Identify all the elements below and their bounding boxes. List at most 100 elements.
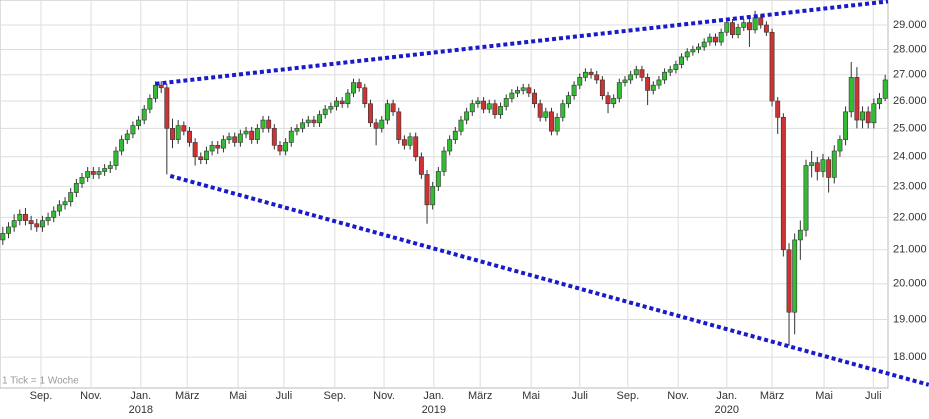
x-tick-label: März <box>760 390 784 402</box>
candle-body <box>769 31 775 102</box>
candle-body <box>0 233 6 241</box>
candle-body <box>543 111 549 118</box>
candle-body <box>498 106 504 115</box>
candle-body <box>656 79 662 86</box>
candle-body <box>119 139 125 152</box>
candle-body <box>260 119 266 129</box>
y-tick-label: 28.000 <box>893 43 927 55</box>
candle-body <box>803 165 809 231</box>
candle-body <box>486 103 492 110</box>
candle-body <box>407 136 413 146</box>
candle-body <box>28 220 34 225</box>
y-tick-label: 27.000 <box>893 69 927 81</box>
candle-body <box>746 22 752 31</box>
candle-body <box>6 226 11 234</box>
x-tick-label: Sep. <box>617 390 640 402</box>
candle-body <box>401 139 407 146</box>
x-tick-label: Mai <box>522 390 540 402</box>
candle-body <box>628 74 634 81</box>
y-tick-label: 21.000 <box>893 244 927 256</box>
candle-body <box>345 92 351 105</box>
candle-body <box>96 171 102 175</box>
y-tick-label: 29.000 <box>893 19 927 31</box>
candle-body <box>39 220 45 228</box>
candle-body <box>322 108 328 115</box>
candle-body <box>622 79 628 83</box>
candle-body <box>317 114 323 124</box>
candle-body <box>130 125 136 135</box>
candle-body <box>792 239 798 313</box>
x-tick-label: März <box>468 390 492 402</box>
candle-body <box>860 111 865 121</box>
candle-body <box>452 130 458 140</box>
y-tick-label: 24.000 <box>893 151 927 163</box>
candle-body <box>447 139 453 152</box>
candle-body <box>418 156 424 175</box>
candle-body <box>232 136 238 143</box>
candle-body <box>141 108 147 121</box>
candle-body <box>786 249 792 313</box>
candle-body <box>356 82 362 89</box>
candle-body <box>17 213 23 221</box>
candle-body <box>198 156 204 161</box>
candle-body <box>684 51 690 58</box>
candle-body <box>797 229 803 241</box>
candle-body <box>735 27 741 35</box>
candle-body <box>175 125 181 140</box>
candle-body <box>45 217 51 221</box>
candle-body <box>503 98 509 107</box>
candle-body <box>226 136 232 140</box>
candle-body <box>73 183 79 193</box>
candle-body <box>90 171 96 175</box>
candle-body <box>843 111 849 140</box>
candle-body <box>107 165 113 169</box>
candle-body <box>311 119 317 124</box>
candle-body <box>51 210 57 218</box>
trendline <box>155 0 889 86</box>
candle-body <box>571 84 577 97</box>
candle-body <box>882 79 888 99</box>
candle-body <box>136 119 142 126</box>
candle-body <box>520 87 526 91</box>
x-tick-label: Jan. <box>130 390 151 402</box>
candle-body <box>826 159 832 178</box>
candle-body <box>662 71 668 81</box>
x-tick-label: Jan. <box>423 390 444 402</box>
x-tick-label: Juli <box>276 390 293 402</box>
candle-body <box>865 111 871 124</box>
annotation: 1 Tick = 1 Woche <box>2 376 79 387</box>
candle-body <box>481 100 487 110</box>
candle-body <box>673 64 679 70</box>
candle-body <box>707 36 713 43</box>
candle-body <box>220 139 226 149</box>
candle-body <box>713 36 718 43</box>
candle-body <box>379 119 385 129</box>
candle-body <box>11 220 17 228</box>
candle-body <box>153 84 158 99</box>
candle-body <box>430 186 436 206</box>
candle-body <box>237 133 243 143</box>
x-tick-label: Jan. <box>716 390 737 402</box>
candle-body <box>192 142 198 158</box>
candle-body <box>588 71 594 76</box>
candle-body <box>594 74 600 81</box>
candle-body <box>79 177 85 184</box>
candle-body <box>164 87 170 129</box>
x-tick-label: Nov. <box>80 390 102 402</box>
candle-body <box>373 122 379 129</box>
candle-body <box>837 139 843 152</box>
candle-body <box>718 31 724 43</box>
candle-body <box>85 171 91 178</box>
candle-body <box>877 98 882 105</box>
candle-body <box>639 69 645 78</box>
y-tick-label: 19.000 <box>893 313 927 325</box>
x-tick-label: Sep. <box>30 390 53 402</box>
candle-body <box>763 24 769 33</box>
candle-body <box>701 41 707 48</box>
candle-body <box>633 69 639 76</box>
candle-body <box>254 128 260 140</box>
candle-body <box>611 98 617 105</box>
candle-body <box>62 201 68 206</box>
candle-body <box>724 22 730 33</box>
